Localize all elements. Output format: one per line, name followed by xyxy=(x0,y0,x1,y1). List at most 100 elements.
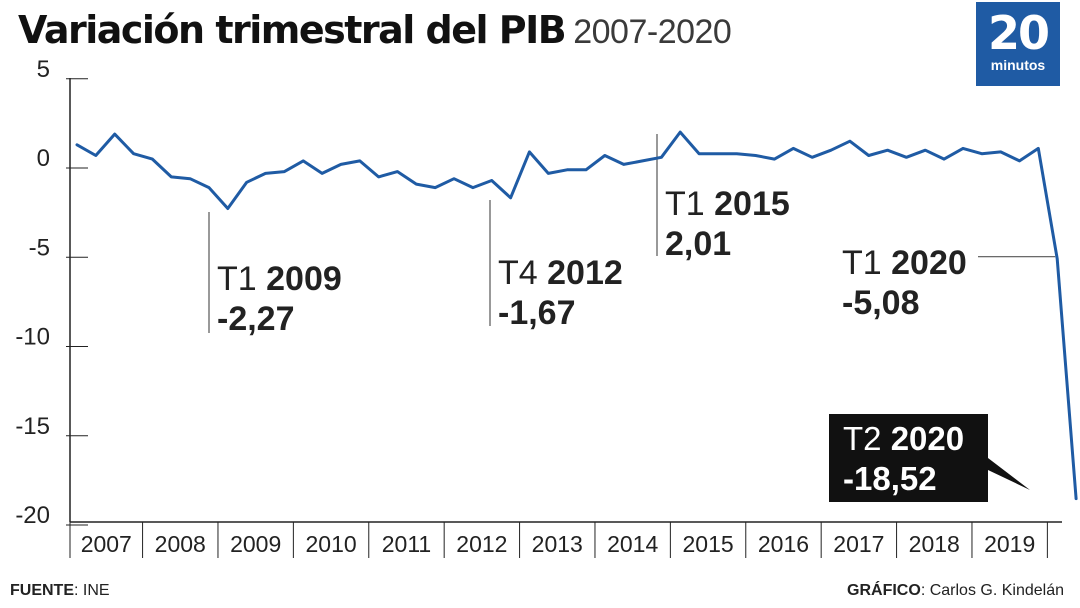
data-point xyxy=(377,175,380,179)
data-point xyxy=(264,172,267,175)
data-point xyxy=(170,175,173,179)
data-point xyxy=(320,172,324,175)
data-point xyxy=(622,163,625,166)
data-point xyxy=(528,150,531,154)
data-point xyxy=(848,140,852,143)
y-tick-label: -5 xyxy=(29,234,50,261)
title-text: Variación trimestral del PIB xyxy=(18,8,567,52)
x-tick-label: 2009 xyxy=(230,531,281,557)
data-point xyxy=(603,154,606,157)
annotation-year: 2012 xyxy=(547,254,623,292)
data-point xyxy=(810,156,814,159)
annotation-value: 2,01 xyxy=(665,225,731,263)
data-point xyxy=(584,168,588,171)
data-point xyxy=(660,156,663,159)
y-tick-label: -10 xyxy=(15,324,50,351)
x-tick-label: 2008 xyxy=(155,531,206,557)
credit-label: GRÁFICO xyxy=(847,582,921,599)
data-point xyxy=(886,148,889,152)
annotation-value: -2,27 xyxy=(217,300,295,338)
annotation-period: T1 2009 xyxy=(217,260,342,298)
x-tick-label: 2014 xyxy=(607,531,658,557)
annotation-value: -5,08 xyxy=(842,284,920,322)
x-tick-label: 2019 xyxy=(984,531,1035,557)
data-point xyxy=(433,186,437,189)
data-point xyxy=(735,152,738,155)
annotation-year: 2020 xyxy=(891,420,964,457)
data-point xyxy=(151,157,154,161)
data-point xyxy=(1018,159,1021,163)
data-point xyxy=(226,207,229,210)
data-point xyxy=(754,154,757,157)
data-point xyxy=(980,152,983,155)
data-point xyxy=(245,181,248,184)
x-tick-label: 2016 xyxy=(758,531,809,557)
data-point xyxy=(547,172,550,175)
x-tick-label: 2018 xyxy=(909,531,960,557)
data-point xyxy=(75,143,79,146)
data-point xyxy=(415,182,418,186)
credit-value: : Carlos G. Kindelán xyxy=(920,582,1064,599)
data-point xyxy=(716,152,720,155)
annotation-year: 2009 xyxy=(266,260,342,298)
data-point xyxy=(94,154,98,157)
data-point xyxy=(132,152,135,155)
annotation-period: T4 2012 xyxy=(498,254,623,292)
chart-subtitle: 2007-2020 xyxy=(573,13,732,51)
x-tick-label: 2011 xyxy=(382,531,431,557)
data-point xyxy=(697,152,701,155)
x-tick-label: 2013 xyxy=(532,531,583,557)
data-point xyxy=(490,179,493,182)
y-tick-label: 0 xyxy=(37,145,50,172)
annotation-period: T1 2015 xyxy=(665,185,790,223)
x-tick-label: 2015 xyxy=(682,531,733,557)
data-point xyxy=(471,186,475,189)
data-point xyxy=(396,170,399,173)
y-tick-label: -15 xyxy=(15,413,50,440)
data-point xyxy=(1074,497,1078,500)
annotation-period: T2 2020 xyxy=(843,420,964,457)
data-point xyxy=(679,130,682,134)
data-point xyxy=(509,196,512,200)
data-point xyxy=(999,150,1002,154)
source-label: FUENTE xyxy=(10,582,74,599)
chart-title: Variación trimestral del PIB 2007-2020 xyxy=(18,8,732,52)
data-point xyxy=(867,154,870,157)
brand-logo: 20 minutos xyxy=(976,2,1060,86)
y-tick-label: 5 xyxy=(37,56,50,83)
data-point xyxy=(302,159,305,163)
data-point xyxy=(358,159,361,163)
data-point xyxy=(792,147,795,150)
data-point xyxy=(905,156,908,159)
data-point xyxy=(641,159,644,163)
data-point xyxy=(339,163,343,166)
annotation-year: 2020 xyxy=(891,244,967,282)
annotation-value: -1,67 xyxy=(498,294,576,332)
y-tick-label: -20 xyxy=(15,502,50,529)
logo-number: 20 xyxy=(987,6,1050,60)
data-point xyxy=(113,132,116,136)
annotation-period: T1 2020 xyxy=(842,244,967,282)
data-point xyxy=(188,177,192,180)
data-point xyxy=(283,170,286,173)
chart-series xyxy=(75,130,1078,501)
data-point xyxy=(773,157,776,161)
data-point xyxy=(1056,257,1059,260)
source-value: : INE xyxy=(74,582,110,599)
x-tick-label: 2012 xyxy=(456,531,507,557)
data-point xyxy=(829,148,833,152)
annotation-value: -18,52 xyxy=(843,460,937,497)
data-point xyxy=(924,148,927,152)
annotation-callout-box xyxy=(829,414,1030,502)
annotation-year: 2015 xyxy=(714,185,790,223)
chart-axes: 5 0 -5 -10 -15 -20 2007 2008 2009 2010 2011 2012 201… xyxy=(15,56,1062,558)
data-point xyxy=(942,157,946,161)
data-point xyxy=(565,168,569,171)
data-point xyxy=(452,177,456,180)
x-tick-label: 2007 xyxy=(81,531,132,557)
x-tick-label: 2017 xyxy=(833,531,884,557)
series-line xyxy=(75,130,1078,501)
data-point xyxy=(207,186,211,189)
